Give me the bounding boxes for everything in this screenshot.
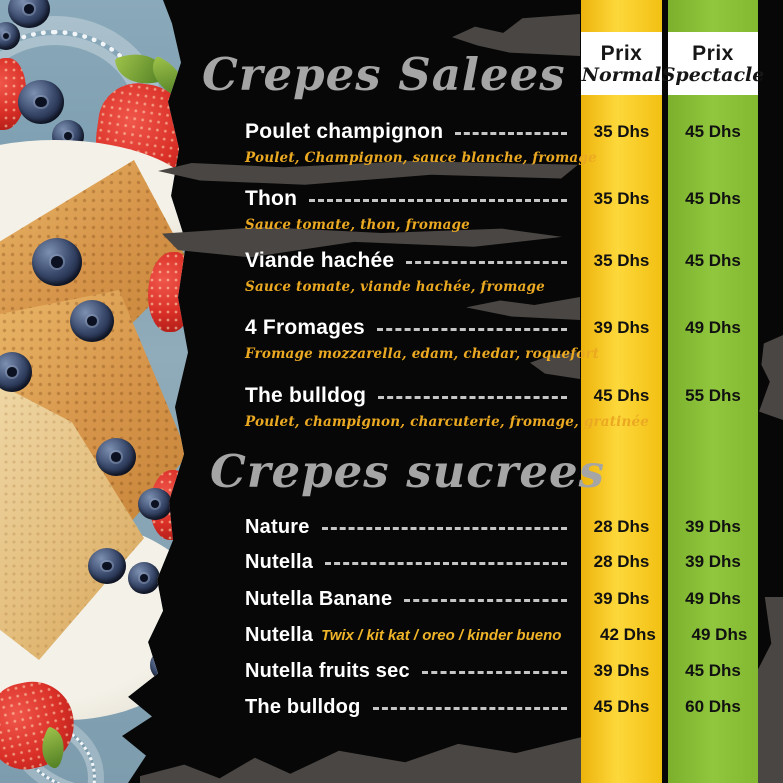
price-header-label: Prix (600, 41, 643, 65)
menu-item: 4 Fromages 39 Dhs 49 Dhs Fromage mozzare… (245, 314, 758, 362)
dotted-leader (325, 561, 567, 565)
menu-item: Nutella 28 Dhs 39 Dhs (245, 548, 758, 576)
section-title-salees: Crepes Salees (202, 48, 566, 101)
price-spectacle: 45 Dhs (685, 251, 741, 270)
price-normal: 35 Dhs (593, 189, 650, 208)
price-normal: 28 Dhs (593, 517, 650, 536)
price-normal: 39 Dhs (593, 661, 650, 680)
price-spectacle: 49 Dhs (685, 318, 741, 337)
price-normal: 39 Dhs (593, 589, 650, 608)
blueberry (0, 352, 32, 392)
menu-item: Poulet champignon 35 Dhs 45 Dhs Poulet, … (245, 118, 758, 166)
dotted-leader (378, 395, 567, 399)
price-normal: 45 Dhs (593, 386, 650, 405)
price-normal: 39 Dhs (593, 318, 650, 337)
price-normal: 35 Dhs (593, 122, 650, 141)
item-name: The bulldog (245, 384, 367, 407)
price-normal: 35 Dhs (593, 251, 650, 270)
price-normal: 45 Dhs (593, 697, 650, 716)
item-name: Nutella fruits sec (245, 659, 410, 682)
item-name: Poulet champignon (245, 120, 444, 143)
price-column-normal: Prix Normal (581, 0, 662, 783)
price-spectacle: 45 Dhs (685, 189, 741, 208)
price-header-script-label: Normal (581, 63, 662, 86)
item-name: Thon (245, 187, 298, 210)
price-spectacle: 39 Dhs (685, 517, 741, 536)
item-name: Nutella (245, 623, 314, 646)
price-spectacle: 49 Dhs (691, 625, 748, 644)
price-spectacle: 60 Dhs (685, 697, 741, 716)
dotted-leader (455, 131, 567, 135)
item-name: 4 Fromages (245, 316, 365, 339)
dotted-leader (309, 198, 567, 202)
menu-item: Viande hachée 35 Dhs 45 Dhs Sauce tomate… (245, 247, 758, 295)
price-column-spectacle: Prix Spectacle (662, 0, 764, 783)
price-column-spectacle-header: Prix Spectacle (662, 32, 764, 95)
menu-item: Thon 35 Dhs 45 Dhs Sauce tomate, thon, f… (245, 185, 758, 233)
menu-item: Nutella Twix / kit kat / oreo / kinder b… (245, 621, 758, 649)
dotted-leader (372, 706, 567, 710)
item-name: Nutella (245, 550, 314, 573)
price-spectacle: 45 Dhs (685, 661, 741, 680)
price-header-label: Prix (692, 41, 734, 65)
item-name: Nutella Banane (245, 587, 393, 610)
menu-item: The bulldog 45 Dhs 55 Dhs Poulet, champi… (245, 382, 758, 430)
crepes-photo (0, 0, 188, 783)
blueberry (88, 548, 126, 584)
price-column-normal-header: Prix Normal (581, 32, 662, 95)
price-spectacle: 45 Dhs (685, 122, 741, 141)
blueberry (128, 562, 160, 594)
item-variants: Twix / kit kat / oreo / kinder bueno (321, 626, 562, 644)
item-description: Sauce tomate, thon, fromage (245, 217, 470, 233)
item-name: Viande hachée (245, 249, 395, 272)
item-description: Poulet, Champignon, sauce blanche, froma… (245, 150, 597, 166)
dotted-leader (406, 260, 567, 264)
price-normal: 42 Dhs (600, 625, 656, 644)
blueberry (70, 300, 114, 342)
dotted-leader (321, 526, 567, 530)
blueberry (138, 488, 172, 520)
item-description: Poulet, champignon, charcuterie, fromage… (245, 414, 650, 430)
dotted-leader (404, 598, 567, 602)
menu-item: Nutella Banane 39 Dhs 49 Dhs (245, 585, 758, 613)
menu-item: Nutella fruits sec 39 Dhs 45 Dhs (245, 657, 758, 685)
item-description: Fromage mozzarella, edam, chedar, roquef… (245, 346, 600, 362)
dotted-leader (376, 327, 567, 331)
price-spectacle: 49 Dhs (685, 589, 741, 608)
price-spectacle: 39 Dhs (685, 552, 741, 571)
price-spectacle: 55 Dhs (685, 386, 741, 405)
blueberry (0, 22, 20, 50)
item-name: Nature (245, 515, 310, 538)
blueberry (32, 238, 82, 286)
item-description: Sauce tomate, viande hachée, fromage (245, 279, 545, 295)
menu-item: Nature 28 Dhs 39 Dhs (245, 513, 758, 541)
price-normal: 28 Dhs (593, 552, 650, 571)
price-header-script-label: Spectacle (661, 63, 765, 86)
menu-item: The bulldog 45 Dhs 60 Dhs (245, 693, 758, 721)
blueberry (96, 438, 136, 476)
blueberry (18, 80, 64, 124)
dotted-leader (421, 670, 567, 674)
section-title-sucrees: Crepes sucrees (210, 445, 606, 498)
item-name: The bulldog (245, 695, 361, 718)
